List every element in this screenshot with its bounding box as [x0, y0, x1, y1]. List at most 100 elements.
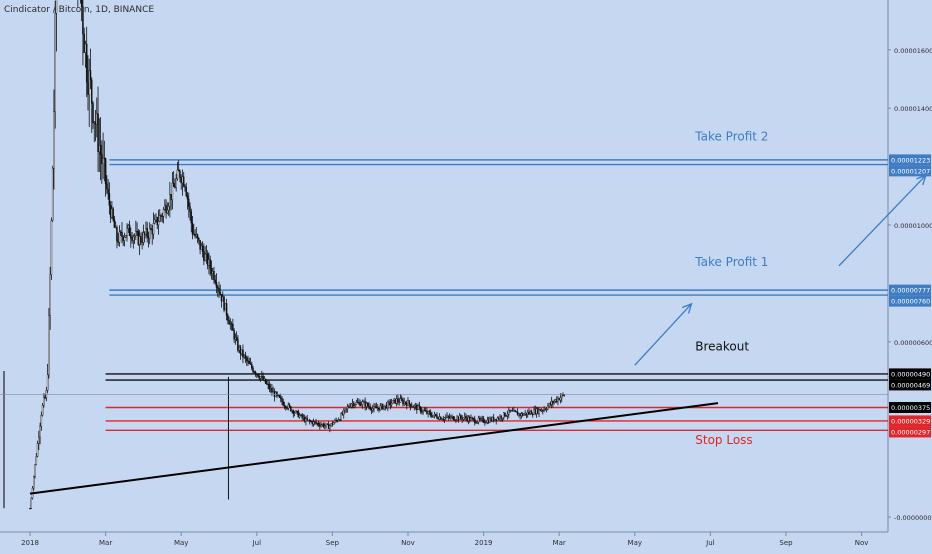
candle-body — [554, 399, 557, 402]
candle-body — [411, 406, 413, 408]
candle-body — [315, 421, 317, 424]
candle-body — [447, 415, 450, 418]
candle-body — [103, 157, 106, 160]
candle-body — [324, 425, 326, 427]
candle-body — [489, 418, 491, 423]
candle-body — [547, 405, 549, 410]
candle-body — [526, 412, 529, 415]
level-label: Take Profit 2 — [694, 129, 768, 143]
candle-body — [303, 417, 306, 422]
candle-body — [394, 398, 397, 404]
candle-body — [482, 418, 485, 423]
candle-body — [446, 415, 448, 418]
candle-body — [142, 232, 145, 243]
candle-body — [127, 224, 130, 229]
candle-body — [176, 169, 179, 179]
candle-body — [422, 410, 424, 412]
candle-body — [244, 355, 247, 358]
candle-body — [528, 412, 530, 414]
candle-body — [97, 113, 99, 153]
candle-body — [350, 403, 353, 408]
candle-body — [102, 157, 104, 164]
candle-body — [395, 398, 398, 404]
candle-body — [436, 415, 438, 419]
candle-body — [248, 361, 250, 364]
candle-body — [106, 183, 108, 190]
candle-body — [113, 219, 116, 228]
candle-body — [544, 409, 547, 411]
candle-body — [429, 412, 432, 416]
candle-body — [272, 391, 274, 393]
candle-body — [291, 410, 293, 412]
candle-body — [190, 211, 193, 224]
candle-body — [186, 195, 189, 200]
candle-body — [427, 411, 429, 414]
candle-body — [114, 227, 117, 229]
candle-body — [450, 416, 452, 419]
candle-body — [398, 401, 400, 403]
candle-body — [405, 403, 408, 406]
candle-body — [271, 388, 273, 393]
candle-body — [543, 409, 545, 411]
candle-body — [513, 410, 515, 412]
candle-body — [487, 419, 490, 423]
candle-body — [80, 0, 83, 7]
candle-body — [43, 397, 45, 406]
candle-body — [348, 406, 350, 409]
candle-body — [181, 176, 184, 184]
candle-body — [408, 400, 411, 405]
candle-body — [179, 170, 181, 178]
x-tick-label: Sep — [779, 539, 793, 547]
candle-body — [432, 415, 434, 418]
candle-body — [443, 417, 446, 420]
candle-body — [262, 375, 264, 381]
candle-body — [98, 145, 101, 153]
candle-body — [384, 404, 387, 407]
candle-body — [563, 394, 565, 396]
candle-body — [518, 413, 520, 416]
candle-body — [239, 346, 242, 354]
candle-body — [230, 323, 233, 325]
candle-body — [537, 408, 539, 414]
candle-body — [360, 404, 363, 407]
candle-body — [399, 398, 402, 403]
candle-body — [109, 205, 112, 218]
candle-body — [327, 423, 330, 429]
levels-layer: Take Profit 2 Take Profit 1 Breakout Stop L… — [105, 129, 888, 447]
candle-body — [203, 251, 205, 261]
candle-body — [424, 410, 427, 412]
candle-body — [219, 292, 222, 295]
candle-body — [140, 236, 142, 242]
candle-body — [342, 410, 345, 415]
candle-body — [416, 405, 418, 411]
price-badge — [889, 402, 931, 413]
candle-body — [210, 268, 213, 275]
candle-body — [412, 406, 414, 408]
candle-body — [166, 210, 169, 214]
candle-body — [354, 404, 356, 407]
candle-body — [511, 410, 514, 412]
price-badge-label: 0.00001223 — [891, 156, 930, 164]
candle-body — [421, 411, 423, 413]
candle-body — [558, 398, 560, 401]
arrow-head — [681, 302, 693, 314]
candle-body — [340, 413, 342, 421]
candle-body — [392, 399, 394, 404]
candle-body — [301, 414, 303, 418]
candle-body — [126, 228, 128, 236]
candle-body — [85, 43, 88, 83]
candle-body — [355, 402, 358, 405]
candle-body — [193, 233, 195, 235]
candle-body — [409, 403, 412, 407]
candle-body — [300, 414, 302, 416]
candle-body — [209, 259, 211, 269]
candle-body — [481, 418, 484, 420]
candle-body — [548, 403, 550, 407]
candle-body — [499, 416, 501, 420]
candle-body — [440, 416, 442, 420]
candle-body — [177, 169, 180, 172]
candle-body — [36, 443, 39, 457]
candle-body — [402, 399, 404, 405]
candle-body — [344, 408, 346, 411]
